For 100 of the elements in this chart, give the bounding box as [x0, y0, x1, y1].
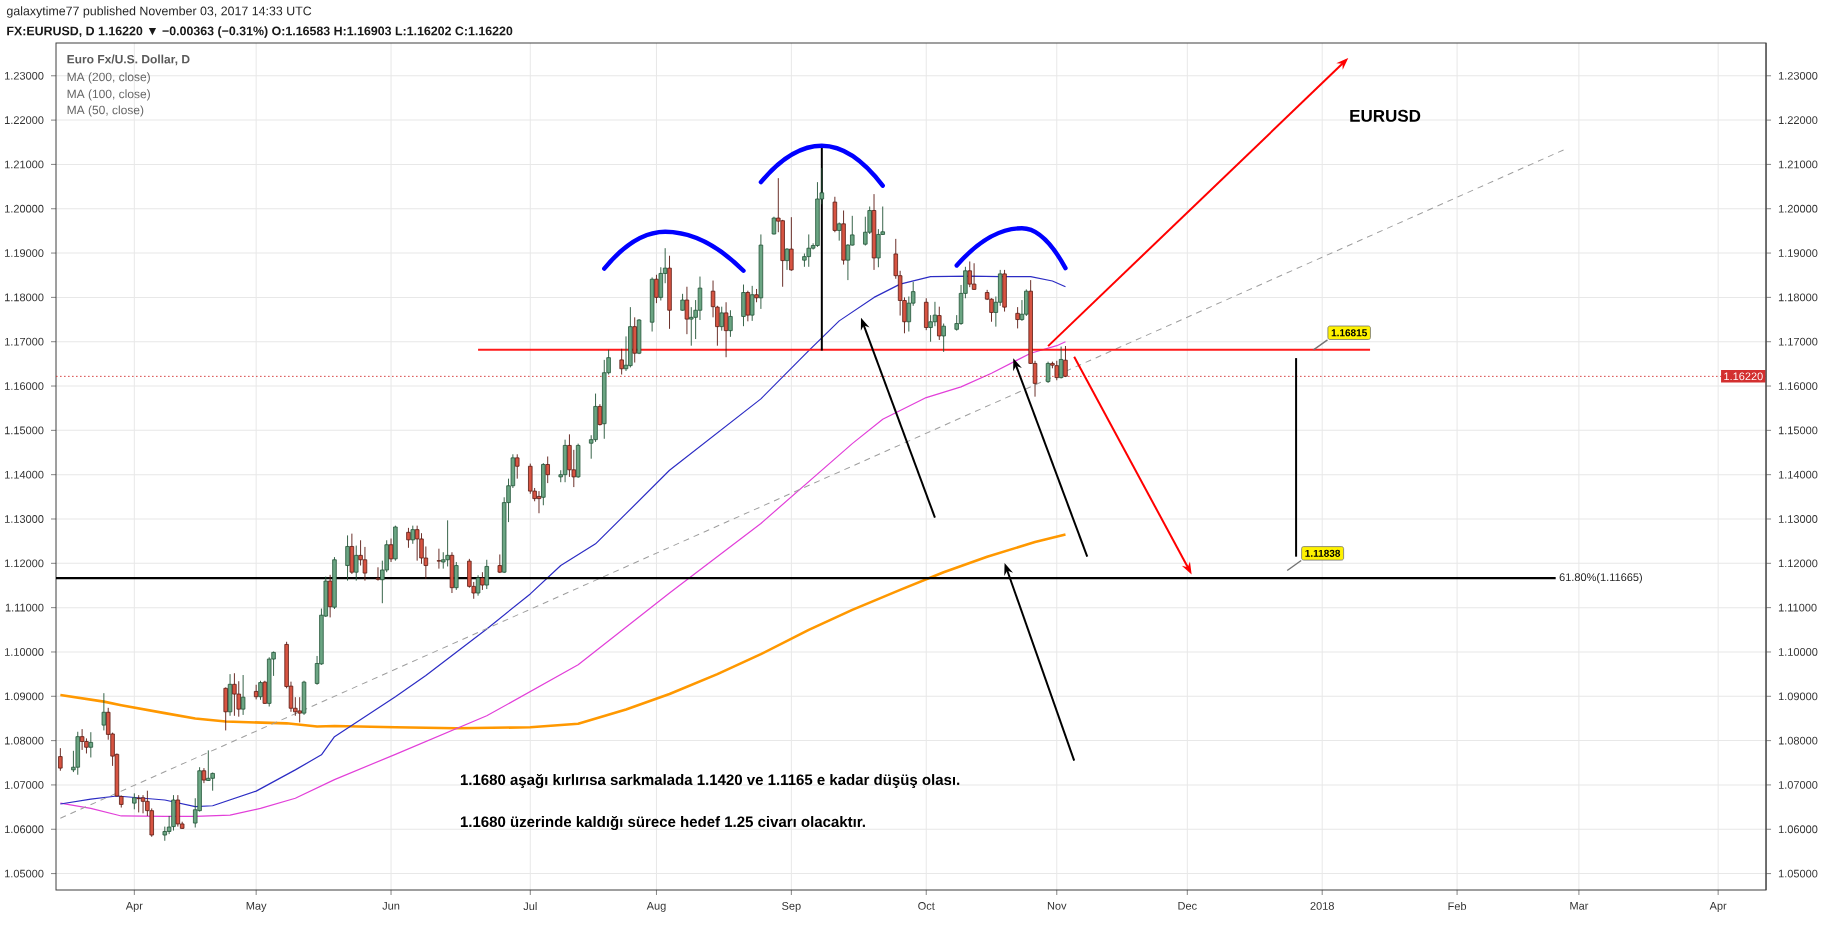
candlestick — [454, 561, 459, 591]
candlestick — [545, 456, 550, 484]
candlestick — [658, 266, 664, 301]
y-tick-label: 1.21000 — [5, 160, 44, 169]
annotation: 1.16815 — [1331, 329, 1367, 337]
x-tick-label: Jun — [382, 902, 400, 910]
y-tick-label: 1.17000 — [5, 337, 44, 346]
candlestick — [354, 545, 359, 582]
x-tick-label: Sep — [782, 902, 801, 913]
y2-tick-label: 1.08000 — [1778, 736, 1818, 745]
x-tick-label: Oct — [918, 902, 935, 910]
y-tick-label: 1.15000 — [5, 426, 44, 435]
y2-tick-label: 1.22000 — [1778, 116, 1818, 124]
ref-line-label: 1.16220 — [1724, 372, 1763, 381]
x-tick-label: Apr — [1709, 902, 1727, 912]
candlestick — [1058, 346, 1064, 379]
y2-tick-label: 1.14000 — [1778, 470, 1818, 479]
candlestick — [536, 490, 542, 514]
candlestick — [297, 696, 302, 723]
x-tick-label: Feb — [1448, 902, 1467, 911]
candlestick — [475, 574, 481, 597]
y2-tick-label: 1.16000 — [1778, 382, 1818, 390]
candlestick — [140, 794, 146, 814]
x-tick-label: Mar — [1570, 902, 1589, 910]
y2-tick-label: 1.17000 — [1778, 337, 1818, 346]
annotation: MA (100, close) — [67, 89, 150, 101]
y2-tick-label: 1.23000 — [1778, 71, 1818, 80]
y2-tick-label: 1.21000 — [1778, 160, 1818, 169]
y-tick-label: 1.09000 — [5, 692, 44, 701]
y-tick-label: 1.22000 — [5, 116, 44, 124]
candlestick — [619, 348, 624, 375]
candlestick — [741, 284, 746, 327]
ref-line-label: 61.80%(1.11665) — [1559, 573, 1642, 584]
y-tick-label: 1.23000 — [5, 71, 44, 80]
y-tick-label: 1.07000 — [5, 781, 44, 789]
candlestick — [58, 747, 63, 772]
y2-tick-label: 1.09000 — [1778, 692, 1818, 701]
candlestick — [258, 680, 263, 701]
chart-title: galaxytime77 published November 03, 2017 14:33 UTC — [6, 6, 312, 18]
candlestick — [728, 309, 733, 338]
y2-tick-label: 1.19000 — [1778, 249, 1818, 257]
candlestick — [232, 672, 237, 717]
y-tick-label: 1.16000 — [5, 382, 44, 390]
candlestick — [971, 262, 977, 291]
y-tick-label: 1.10000 — [5, 648, 44, 656]
candlestick — [697, 276, 703, 321]
x-tick-label: 2018 — [1310, 902, 1334, 910]
x-tick-label: Aug — [646, 902, 666, 912]
candlestick — [375, 566, 381, 582]
candlestick — [654, 274, 659, 304]
candlestick — [101, 692, 107, 731]
y-tick-label: 1.13000 — [5, 515, 44, 523]
y-tick-label: 1.19000 — [5, 249, 44, 257]
y2-tick-label: 1.13000 — [1778, 515, 1818, 523]
candlestick — [345, 534, 350, 582]
candlestick — [1015, 306, 1020, 329]
candlestick — [79, 728, 85, 751]
y2-tick-label: 1.06000 — [1778, 825, 1818, 834]
candlestick — [223, 686, 228, 731]
candlestick — [836, 222, 842, 242]
candlestick — [876, 228, 881, 268]
annotation: 1.11838 — [1305, 549, 1341, 557]
annotation: Euro Fx/U.S. Dollar, D — [67, 54, 190, 66]
annotation: 1.1680 aşağı kırlırısa sarkmalada 1.1420 ve 1.1165 e kadar düşüş olası. — [460, 773, 960, 789]
candlestick — [388, 538, 394, 563]
y2-tick-label: 1.05000 — [1778, 869, 1818, 878]
x-tick-label: Nov — [1047, 902, 1067, 910]
candlestick — [1063, 345, 1068, 378]
y-tick-label: 1.12000 — [5, 559, 44, 568]
y2-tick-label: 1.12000 — [1778, 559, 1818, 568]
x-tick-label: May — [246, 902, 267, 912]
candlestick — [719, 306, 724, 332]
annotation: MA (200, close) — [67, 72, 150, 84]
y-tick-label: 1.20000 — [5, 204, 44, 213]
annotation: 1.1680 üzerinde kaldığı sürece hedef 1.25 civarı olacaktır. — [460, 815, 865, 831]
annotation: MA (50, close) — [67, 105, 144, 117]
candlestick — [410, 525, 416, 545]
y-tick-label: 1.11000 — [5, 603, 44, 612]
candlestick — [240, 674, 246, 716]
x-tick-label: Dec — [1178, 902, 1197, 910]
y2-tick-label: 1.15000 — [1778, 426, 1818, 435]
x-tick-label: Apr — [125, 902, 143, 912]
candlestick — [784, 247, 790, 271]
candlestick — [789, 216, 794, 272]
y2-tick-label: 1.18000 — [1778, 293, 1818, 302]
candlestick — [723, 301, 729, 358]
candlestick — [941, 323, 946, 353]
y-tick-label: 1.06000 — [5, 825, 44, 834]
chart-subtitle: FX:EURUSD, D 1.16220 ▼ −0.00363 (−0.31%) O:1.16583 H:1.16903 L:1.16202 C:1.16220 — [7, 26, 513, 38]
x-tick-label: Jul — [523, 902, 537, 911]
y2-tick-label: 1.07000 — [1778, 781, 1818, 789]
y-tick-label: 1.14000 — [5, 470, 44, 479]
y2-tick-label: 1.10000 — [1778, 648, 1818, 656]
candlestick — [414, 525, 420, 562]
y2-tick-label: 1.11000 — [1778, 603, 1817, 612]
y-tick-label: 1.05000 — [5, 869, 44, 878]
y-tick-label: 1.18000 — [5, 293, 44, 302]
candlestick — [937, 306, 942, 341]
y-tick-label: 1.08000 — [5, 736, 44, 745]
y2-tick-label: 1.20000 — [1778, 204, 1818, 213]
